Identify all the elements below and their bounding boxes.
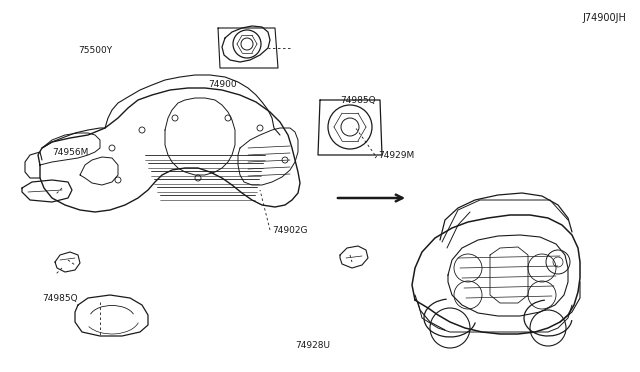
Text: 74985Q: 74985Q xyxy=(42,294,77,302)
Text: 74956M: 74956M xyxy=(52,148,88,157)
Text: 74928U: 74928U xyxy=(295,340,330,350)
Text: 74985Q: 74985Q xyxy=(340,96,376,105)
Text: J74900JH: J74900JH xyxy=(582,13,626,23)
Text: 74929M: 74929M xyxy=(378,151,414,160)
Text: 75500Y: 75500Y xyxy=(78,45,112,55)
Text: 74900: 74900 xyxy=(208,80,237,89)
Text: 74902G: 74902G xyxy=(272,225,307,234)
